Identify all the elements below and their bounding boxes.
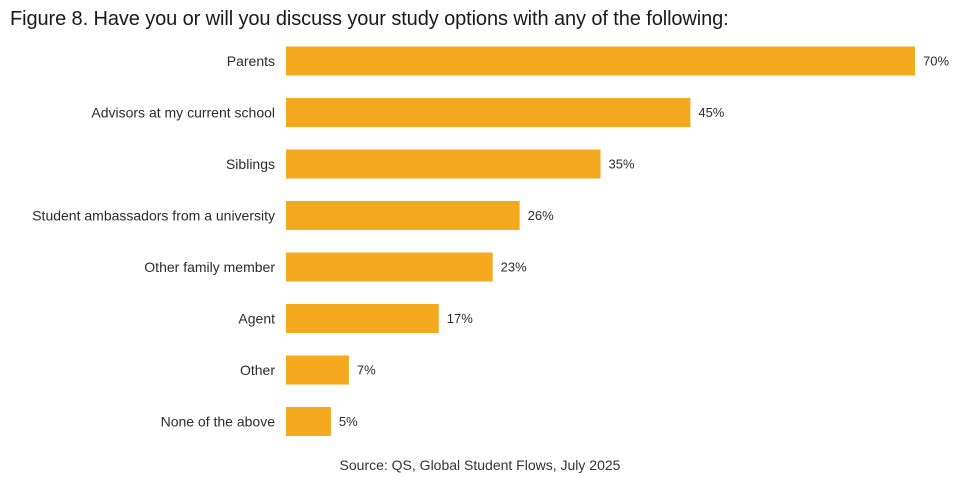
bar-value-label: 7% [357,363,376,378]
bar [286,98,691,127]
category-label: Siblings [226,156,275,172]
bar-value-label: 70% [923,54,949,69]
bar [286,252,493,282]
bar-value-label: 45% [698,105,724,120]
category-label: Other family member [144,259,275,275]
bar [286,407,331,436]
bar-value-label: 23% [501,260,527,275]
bar-value-label: 35% [609,157,635,172]
bar-value-label: 5% [339,414,358,429]
bar-value-label: 26% [528,208,554,223]
category-label: Other [240,362,275,378]
category-label: Advisors at my current school [91,105,275,121]
source-note: Source: QS, Global Student Flows, July 2… [339,457,621,473]
bar [286,304,439,333]
category-label: Student ambassadors from a university [32,208,275,224]
bar [286,355,349,385]
bar [286,46,915,76]
bar [286,149,601,179]
category-label: Agent [238,311,275,327]
category-label: Parents [227,53,275,69]
bar-value-label: 17% [447,311,473,326]
bar [286,201,520,230]
category-label: None of the above [161,414,276,430]
chart-title: Figure 8. Have you or will you discuss y… [10,8,729,30]
